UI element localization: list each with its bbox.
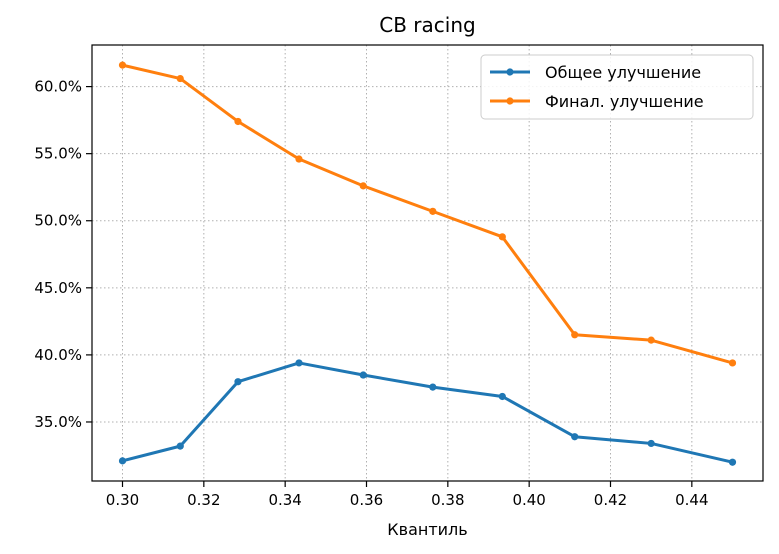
- y-tick-label: 60.0%: [34, 78, 82, 96]
- chart-title: CB racing: [379, 13, 475, 37]
- data-point: [359, 371, 367, 379]
- y-tick-label: 35.0%: [34, 413, 82, 431]
- data-point: [647, 336, 655, 344]
- legend-swatch-marker: [506, 97, 514, 105]
- x-tick-label: 0.30: [106, 491, 139, 509]
- x-tick-label: 0.40: [512, 491, 545, 509]
- x-tick-label: 0.38: [431, 491, 464, 509]
- y-tick-label: 55.0%: [34, 145, 82, 163]
- legend-label: Финал. улучшение: [545, 92, 704, 111]
- legend-label: Общее улучшение: [545, 63, 701, 82]
- data-point: [118, 61, 127, 69]
- series-2: [118, 61, 737, 367]
- data-point: [498, 233, 506, 241]
- data-point: [234, 378, 242, 386]
- data-point: [429, 207, 437, 215]
- data-point: [359, 182, 367, 190]
- data-point: [234, 117, 242, 126]
- data-point: [429, 383, 437, 391]
- data-point: [295, 155, 303, 163]
- x-axis-label: Квантиль: [387, 520, 467, 539]
- series-lines: [118, 61, 737, 466]
- series-line: [122, 63, 733, 365]
- legend: Общее улучшение Финал. улучшение: [480, 54, 754, 120]
- legend-box: [480, 54, 754, 120]
- data-point: [176, 442, 184, 450]
- legend-item: Финал. улучшение: [490, 92, 704, 111]
- y-tick-label: 50.0%: [34, 212, 82, 230]
- y-tick-label: 40.0%: [34, 346, 82, 364]
- x-tick-label: 0.36: [350, 491, 383, 509]
- series-1: [118, 359, 737, 466]
- data-point: [571, 433, 579, 441]
- x-tick-label: 0.32: [187, 491, 220, 509]
- x-tick-label: 0.42: [594, 491, 627, 509]
- data-point: [571, 331, 579, 339]
- plot-frame: [91, 44, 764, 482]
- series-line: [122, 361, 733, 464]
- legend-swatch-marker: [506, 68, 514, 76]
- data-point: [647, 439, 655, 448]
- y-tick-label: 45.0%: [34, 279, 82, 297]
- data-point: [728, 458, 737, 466]
- data-point: [118, 457, 127, 465]
- x-tick-label: 0.34: [268, 491, 301, 509]
- data-point: [295, 359, 303, 367]
- data-point: [728, 359, 737, 367]
- x-tick-label: 0.44: [675, 491, 708, 509]
- data-point: [498, 392, 506, 401]
- axis-ticks: 0.30 0.32 0.34 0.36 0.38 0.40 0.42 0.44 35.0% 40.…: [34, 78, 708, 509]
- data-point: [176, 74, 184, 83]
- legend-item: Общее улучшение: [490, 63, 701, 82]
